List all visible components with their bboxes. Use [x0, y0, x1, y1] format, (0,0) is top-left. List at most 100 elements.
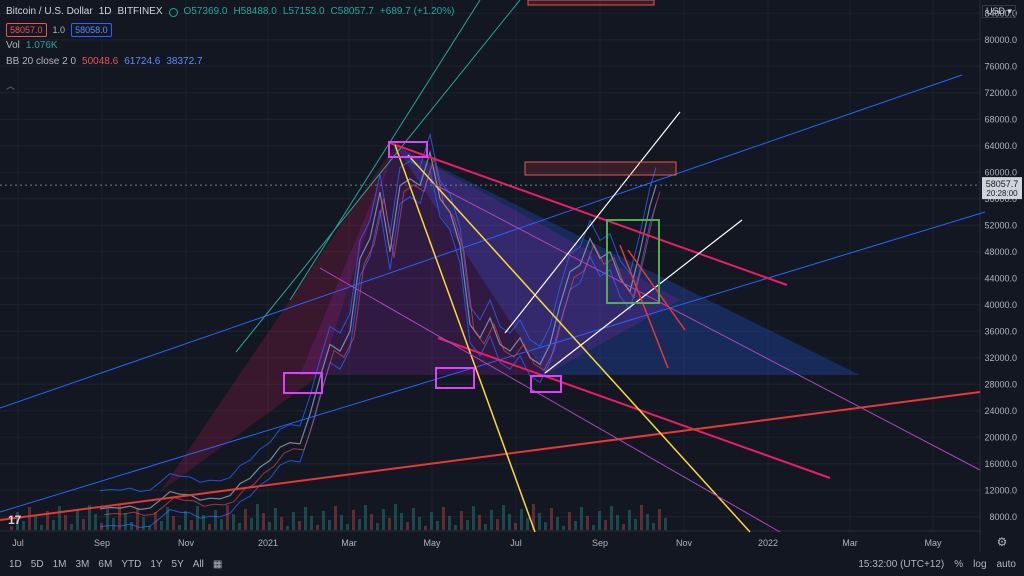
x-tick-label: Nov [676, 538, 693, 548]
box-magenta-4[interactable] [530, 375, 562, 393]
auto-toggle[interactable]: auto [996, 558, 1016, 570]
trendline-yellow-1[interactable] [394, 144, 536, 533]
clock[interactable]: 15:32:00 (UTC+12) [858, 558, 945, 570]
range-all[interactable]: All [192, 558, 204, 570]
volume-bar [304, 507, 307, 530]
trendline-green-1[interactable] [235, 0, 521, 353]
volume-bar [124, 513, 127, 530]
volume-bar [340, 515, 343, 530]
volume-bar [88, 505, 91, 530]
settings-gear-icon[interactable]: ⚙ [997, 535, 1008, 549]
percent-toggle[interactable]: % [954, 558, 964, 570]
volume-bar [640, 505, 643, 530]
trendline-white-2[interactable] [544, 219, 743, 374]
volume-bar [478, 515, 481, 530]
trendline-red-short-1[interactable] [619, 244, 669, 369]
volume-bar [508, 514, 511, 530]
volume-bar [100, 523, 103, 530]
volume-bar [604, 520, 607, 530]
price-line [99, 150, 657, 511]
trendline-yellow-2[interactable] [407, 154, 751, 533]
collapse-legend-icon[interactable]: ︿ [6, 81, 16, 91]
volume-bar [172, 516, 175, 530]
volume-bar [166, 507, 169, 530]
interval[interactable]: 1D [98, 6, 112, 17]
trendline-blue-1[interactable] [0, 74, 963, 409]
range-1d[interactable]: 1D [9, 558, 22, 570]
x-tick-label: May [423, 538, 441, 548]
ohlc-low: L57153.0 [282, 6, 325, 17]
volume-bar [280, 517, 283, 530]
volume-bar [622, 524, 625, 530]
last-price-label: 58057.7 [986, 179, 1019, 189]
x-tick-label: 2021 [258, 538, 278, 548]
volume-bar [142, 517, 145, 530]
buy-button[interactable]: 58058.0 [71, 23, 112, 37]
last-price-badge [982, 177, 1022, 200]
spread: 1.0 [52, 25, 66, 35]
y-tick-label: 20000.0 [984, 432, 1017, 442]
range-6m[interactable]: 6M [98, 558, 113, 570]
x-tick-label: 2022 [758, 538, 778, 548]
trendline-purple-2[interactable] [429, 181, 981, 471]
volume-bar [352, 510, 355, 530]
trendline-purple-1[interactable] [319, 267, 781, 533]
volume-bar [484, 524, 487, 530]
box-green[interactable] [606, 219, 660, 304]
range-5d[interactable]: 5D [30, 558, 44, 570]
box-magenta-1[interactable] [283, 372, 323, 394]
log-toggle[interactable]: log [973, 558, 987, 570]
y-tick-label: 72000.0 [984, 88, 1017, 98]
volume-bar [112, 518, 115, 530]
volume-bar [376, 523, 379, 530]
range-ytd[interactable]: YTD [121, 558, 142, 570]
volume-bar [322, 511, 325, 530]
volume-bar [220, 519, 223, 530]
vol-label[interactable]: Vol [6, 40, 20, 51]
trendline-pink-1[interactable] [389, 142, 788, 286]
bottom-toolbar: 1D 5D 1M 3M 6M YTD 1Y 5Y All ▦ [0, 552, 1024, 576]
sell-button[interactable]: 58057.0 [6, 23, 47, 37]
range-3m[interactable]: 3M [75, 558, 90, 570]
volume-bar [514, 523, 517, 530]
volume-bar [616, 515, 619, 530]
volume-bar [652, 523, 655, 530]
volume-bar [46, 511, 49, 530]
x-tick-label: Mar [341, 538, 357, 548]
tradingview-logo: 17 [8, 513, 22, 527]
y-tick-label: 64000.0 [984, 141, 1017, 151]
volume-bar [418, 517, 421, 530]
x-tick-label: Nov [178, 538, 195, 548]
currency-selector[interactable]: USD ▾ [981, 5, 1016, 18]
box-magenta-2[interactable] [388, 141, 428, 158]
box-magenta-3[interactable] [435, 367, 475, 389]
volume-bar [448, 516, 451, 530]
volume-bar [490, 510, 493, 530]
calendar-icon[interactable]: ▦ [212, 558, 223, 570]
volume-bar [436, 521, 439, 530]
range-1m[interactable]: 1M [52, 558, 67, 570]
legend: Bitcoin / U.S. Dollar 1D BITFINEX O57369… [6, 4, 454, 70]
trendline-red[interactable] [0, 391, 981, 521]
volume-bar [592, 525, 595, 530]
y-tick-label: 80000.0 [984, 35, 1017, 45]
y-tick-label: 52000.0 [984, 220, 1017, 230]
volume-bar [196, 506, 199, 530]
volume-bar [472, 506, 475, 530]
range-5y[interactable]: 5Y [171, 558, 184, 570]
trendline-red-short-2[interactable] [627, 249, 686, 331]
triangle-blue [395, 145, 860, 375]
volume-bar [34, 516, 37, 530]
zone-red[interactable] [524, 161, 677, 176]
range-1y[interactable]: 1Y [150, 558, 163, 570]
trendline-blue-2[interactable] [0, 211, 986, 513]
zone-red-top[interactable] [527, 0, 655, 6]
volume-bar [412, 508, 415, 530]
volume-bar [646, 514, 649, 530]
trendline-green-2[interactable] [289, 0, 481, 301]
bb-label[interactable]: BB 20 close 2 0 [6, 56, 77, 67]
trendline-white-1[interactable] [504, 111, 681, 334]
volume-bar [358, 519, 361, 530]
trendline-pink-2[interactable] [437, 337, 831, 479]
